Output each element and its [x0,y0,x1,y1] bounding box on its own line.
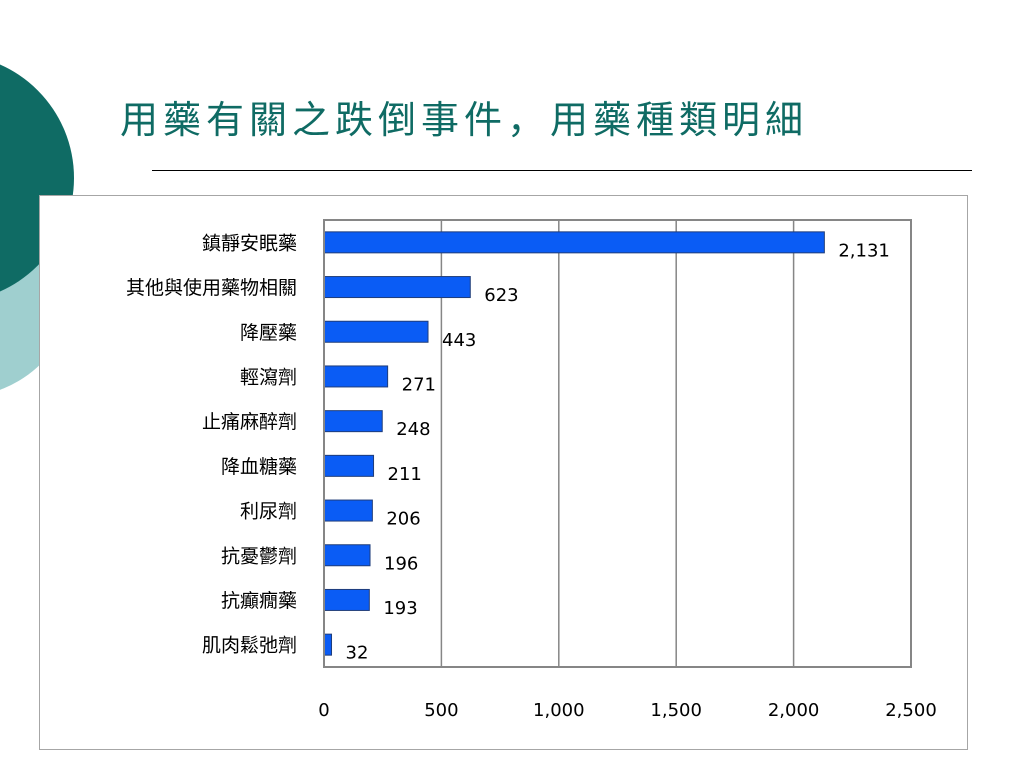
data-label: 206 [386,509,420,530]
title-divider [152,170,972,171]
data-label: 196 [384,553,418,574]
x-tick-label: 500 [424,700,458,721]
category-label: 抗憂鬱劑 [221,545,297,567]
category-label: 抗癲癇藥 [221,590,297,612]
data-label: 248 [396,419,430,440]
category-label: 鎮靜安眠藥 [202,232,297,254]
bar-layer [323,231,825,656]
bar [323,276,471,299]
category-label: 利尿劑 [240,501,297,523]
bar [323,454,375,477]
label-layer: 0 500 1,000 1,500 2,000 2,500 鎮靜安眠藥 2,131 其他與使用藥… [126,232,937,721]
x-tick-label: 2,000 [768,700,820,721]
category-label: 止痛麻醉劑 [202,411,297,433]
x-tick-label: 0 [318,700,329,721]
category-label: 肌肉鬆弛劑 [202,635,297,657]
bar [323,320,429,343]
slide-title: 用藥有關之跌倒事件，用藥種類明細 [120,98,809,142]
bar [323,410,383,433]
data-label: 211 [388,464,422,485]
x-tick-label: 1,500 [650,700,702,721]
data-label: 443 [442,330,476,351]
data-label: 2,131 [838,240,890,261]
plot-area-border [323,219,912,668]
category-label: 其他與使用藥物相關 [126,277,297,299]
bar [323,633,333,656]
data-label: 271 [402,374,436,395]
category-label: 輕瀉劑 [240,366,297,388]
data-label: 193 [383,598,417,619]
bar [323,588,370,611]
bar [323,365,389,388]
chart-frame: 0 500 1,000 1,500 2,000 2,500 鎮靜安眠藥 2,131 其他與使用藥… [39,195,968,750]
category-label: 降壓藥 [240,322,297,344]
x-tick-label: 2,500 [885,700,937,721]
bar [323,499,373,522]
bar [323,544,371,567]
category-label: 降血糖藥 [221,456,297,478]
data-label: 32 [346,643,369,664]
x-tick-label: 1,000 [533,700,585,721]
bar-chart: 0 500 1,000 1,500 2,000 2,500 鎮靜安眠藥 2,131 其他與使用藥… [126,219,937,721]
bar [323,231,825,254]
data-label: 623 [484,285,518,306]
